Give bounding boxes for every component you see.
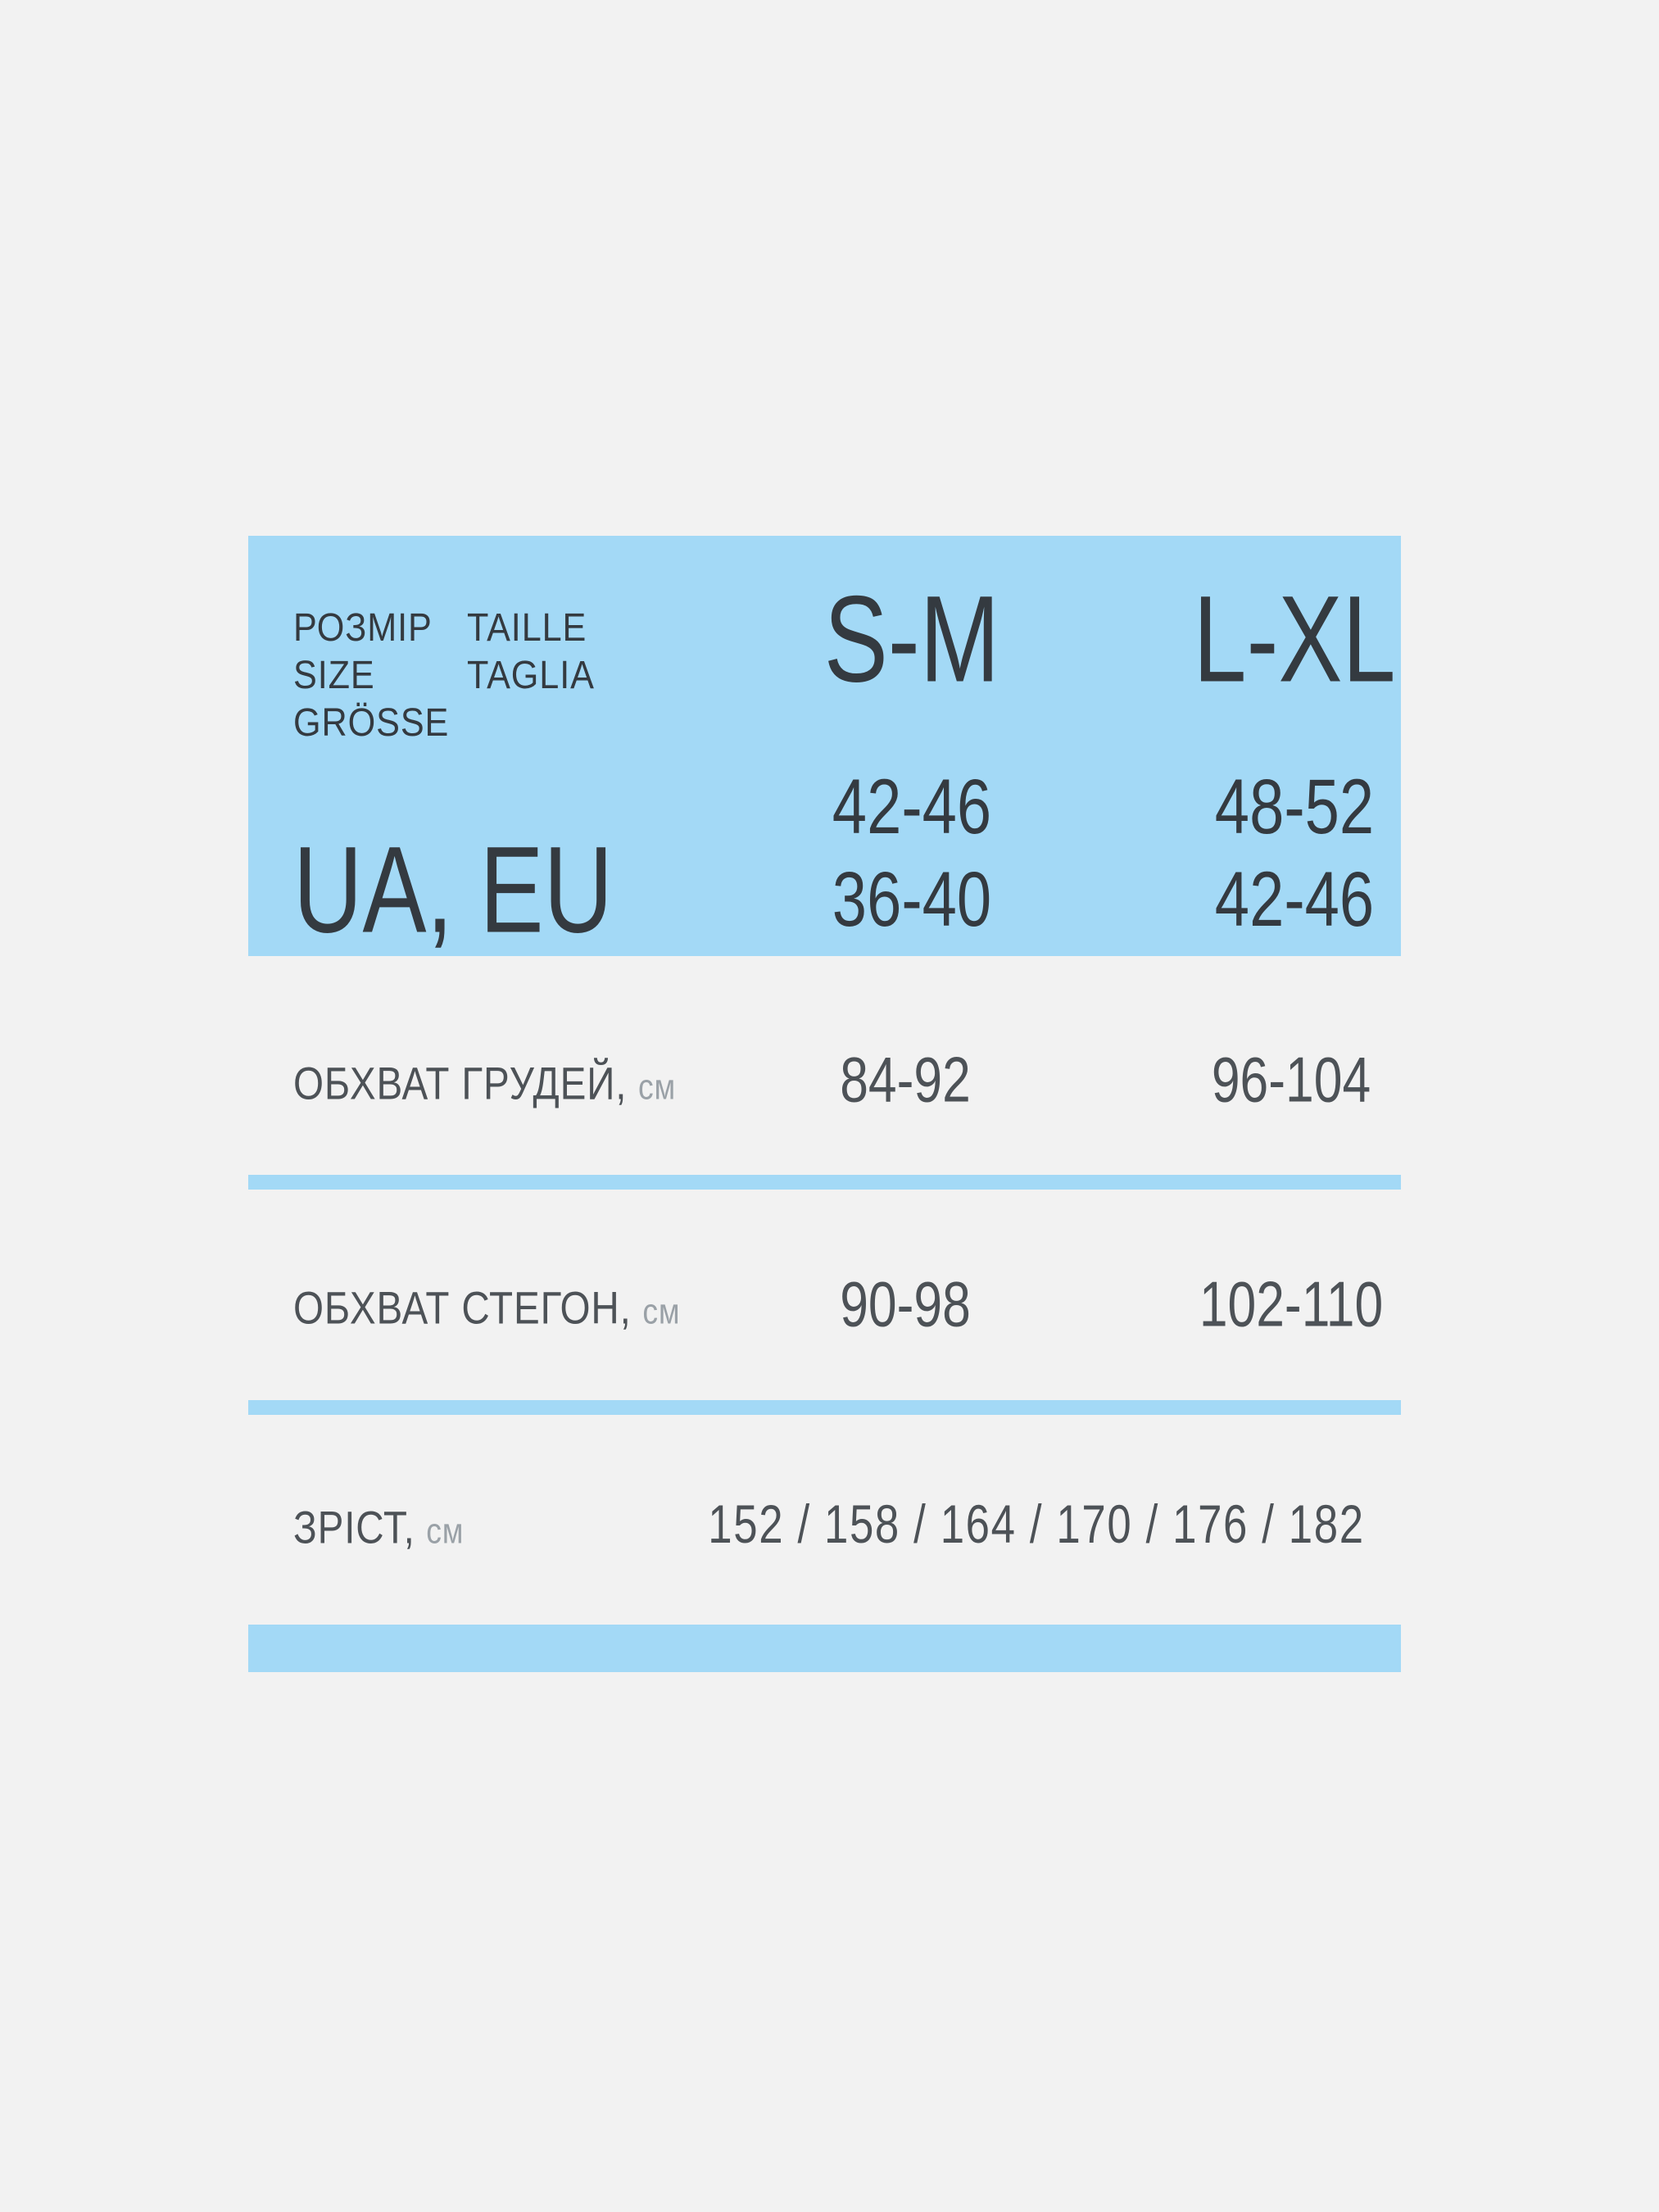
sizes-column-2: 48-52 42-46 <box>1215 761 1374 946</box>
size-word-ua: РОЗМІР <box>293 606 433 650</box>
bottom-bar <box>248 1625 1401 1672</box>
lang-word-list: TAILLE TAGLIA <box>467 605 595 700</box>
chest-value-lxl: 96-104 <box>1211 1043 1371 1116</box>
row-hips-label: ОБХВАТ СТЕГОН, см <box>293 1281 680 1335</box>
eu-size-col2: 42-46 <box>1214 856 1375 943</box>
height-unit: см <box>426 1511 465 1552</box>
ua-size-col2: 48-52 <box>1214 764 1375 850</box>
size-word-fr: TAILLE <box>467 606 587 650</box>
column-header-s-m: S-M <box>823 569 1000 708</box>
height-label-text: ЗРІСТ, <box>293 1501 415 1553</box>
hips-value-lxl: 102-110 <box>1199 1267 1384 1340</box>
eu-size-col1: 36-40 <box>832 856 992 943</box>
size-word-de: GRÖSSE <box>293 701 450 745</box>
region-label: UA, EU <box>293 820 614 959</box>
height-values: 152 / 158 / 164 / 170 / 176 / 182 <box>708 1494 1365 1554</box>
size-chart-panel: РОЗМІР SIZE GRÖSSE TAILLE TAGLIA S-M L-X… <box>248 536 1401 959</box>
hips-unit: см <box>642 1291 681 1332</box>
size-word-list: РОЗМІР SIZE GRÖSSE <box>293 605 449 747</box>
divider-2 <box>248 1400 1401 1415</box>
row-chest-label: ОБХВАТ ГРУДЕЙ, см <box>293 1057 676 1110</box>
hips-value-sm: 90-98 <box>840 1267 971 1340</box>
divider-1 <box>248 1175 1401 1190</box>
size-word-en: SIZE <box>293 654 375 697</box>
column-header-l-xl: L-XL <box>1193 569 1396 708</box>
chest-label-text: ОБХВАТ ГРУДЕЙ, <box>293 1057 628 1109</box>
chest-unit: см <box>637 1067 677 1108</box>
sizes-column-1: 42-46 36-40 <box>832 761 991 946</box>
size-word-it: TAGLIA <box>467 654 595 697</box>
chest-value-sm: 84-92 <box>840 1043 971 1116</box>
ua-size-col1: 42-46 <box>832 764 992 850</box>
hips-label-text: ОБХВАТ СТЕГОН, <box>293 1281 632 1334</box>
row-height-label: ЗРІСТ, см <box>293 1501 464 1554</box>
